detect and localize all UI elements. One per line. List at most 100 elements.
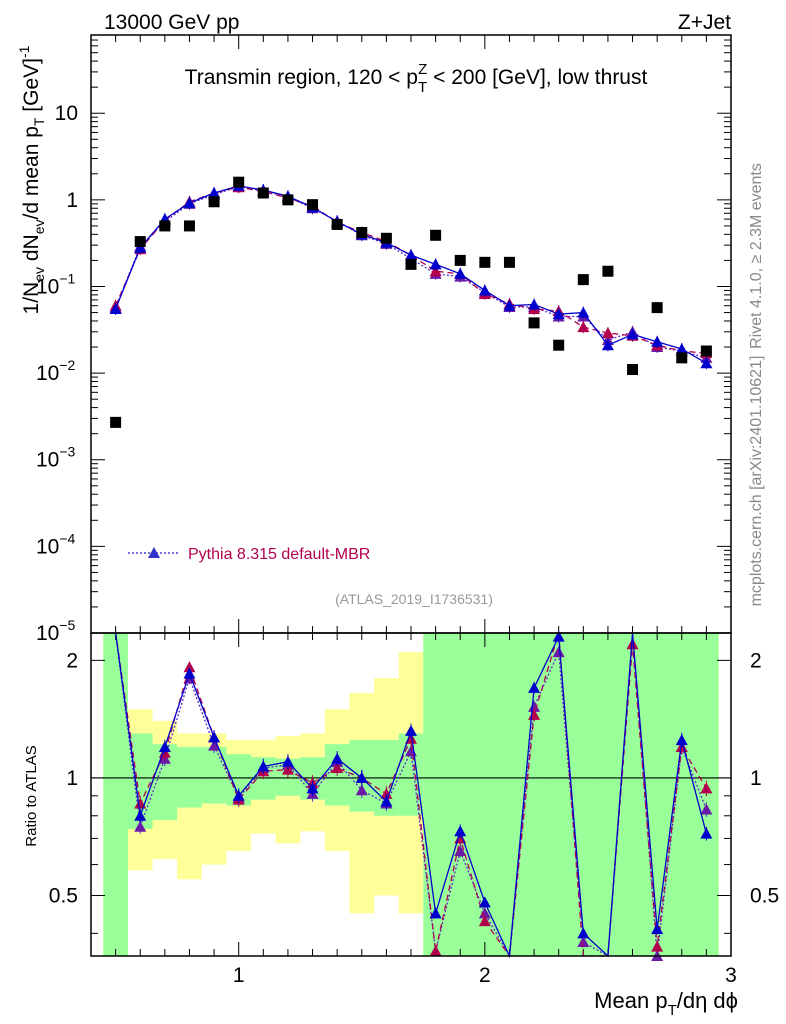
ratio-marker-solid — [134, 809, 147, 821]
main-series-line-dashed — [115, 186, 707, 354]
ratio-axes: 1 2 3 0.5 0.5 1 1 2 2 — [49, 633, 779, 987]
main-marker-solid — [429, 258, 442, 270]
main-marker-dashed — [577, 321, 590, 333]
ratio-y-tick-label-right: 2 — [750, 649, 762, 672]
ratio-marker-dotted — [208, 739, 221, 751]
ratio-marker-solid — [306, 782, 319, 794]
data-point-square — [700, 345, 712, 357]
main-marker-solid — [700, 357, 713, 369]
main-marker-solid — [478, 284, 491, 296]
ratio-marker-solid — [232, 789, 245, 801]
data-point-square — [479, 256, 491, 268]
ratio-y-tick-label-right: 0.5 — [750, 885, 779, 908]
ratio-marker-solid — [552, 630, 565, 642]
main-marker-solid — [134, 241, 147, 253]
main-marker-solid — [601, 339, 614, 351]
main-marker-solid — [109, 302, 122, 314]
mcplots-reference-label: mcplots.cern.ch [arXiv:2401.10621] — [748, 356, 765, 607]
main-marker-solid — [405, 249, 417, 261]
ratio-marker-solid — [380, 795, 393, 807]
green-band-bin — [201, 747, 227, 804]
ratio-y-tick-label-left: 0.5 — [49, 885, 78, 908]
green-band-bin — [447, 633, 473, 956]
main-y-tick-label: 10−1 — [36, 270, 76, 298]
ratio-marker-solid — [675, 734, 688, 746]
main-y-tick-label: 10−4 — [36, 530, 76, 558]
data-point-square — [553, 339, 565, 351]
data-point-square — [676, 352, 688, 364]
rivet-version-label: Rivet 4.1.0, ≥ 2.3M events — [748, 163, 765, 349]
data-point-square — [257, 187, 269, 199]
data-point-square — [159, 220, 171, 232]
green-band-bin — [595, 633, 621, 956]
main-series-line-dotted — [115, 186, 707, 359]
ratio-y-axis-label: Ratio to ATLAS — [23, 745, 40, 846]
ratio-marker-dashed — [380, 787, 393, 799]
x-tick-label: 2 — [479, 964, 491, 987]
ratio-marker-solid — [158, 741, 171, 753]
ratio-marker-dotted — [700, 803, 713, 815]
legend: Pythia 8.315 default-MBR — [128, 546, 370, 563]
green-band-bin — [620, 633, 645, 956]
main-marker-solid — [528, 298, 541, 310]
green-band-bin — [103, 633, 128, 956]
ratio-marker-dashed — [651, 940, 664, 952]
main-marker-solid — [208, 187, 221, 199]
main-series-layer — [109, 176, 713, 428]
ratio-marker-dashed — [700, 782, 713, 794]
ratio-y-tick-label-left: 2 — [66, 649, 78, 672]
x-axis-label: Mean pT/dη dϕ — [594, 988, 738, 1019]
header-process-label: Z+Jet — [678, 11, 731, 34]
ratio-marker-solid — [208, 731, 221, 743]
ratio-marker-dotted — [552, 646, 565, 658]
ratio-marker-solid — [257, 760, 270, 772]
data-point-square — [577, 274, 589, 286]
data-point-square — [307, 199, 319, 211]
data-point-square — [602, 265, 614, 277]
data-point-square — [110, 416, 122, 428]
ratio-plot-frame — [90, 632, 732, 957]
main-marker-dashed — [601, 327, 614, 339]
data-point-square — [208, 196, 220, 208]
main-marker-solid — [626, 328, 639, 340]
main-marker-solid — [552, 308, 565, 320]
ratio-marker-dotted — [577, 936, 590, 948]
main-marker-dashed — [429, 265, 442, 277]
green-band-bin — [546, 633, 571, 956]
ratio-marker-solid — [577, 927, 590, 939]
main-series-line-solid — [115, 185, 707, 364]
data-point-square — [627, 364, 639, 376]
main-y-tick-label: 1 — [66, 189, 78, 212]
ratio-marker-dotted — [454, 844, 467, 856]
data-point-square — [183, 220, 195, 232]
data-point-square — [430, 229, 442, 241]
analysis-id-watermark: (ATLAS_2019_I1736531) — [335, 591, 493, 607]
ratio-y-tick-label-left: 1 — [66, 767, 78, 790]
green-band-bin — [423, 633, 448, 956]
green-band-bin — [571, 633, 596, 956]
main-marker-solid — [675, 342, 688, 354]
main-axes: 10 1 10−1 10−2 10−3 10−4 10−5 — [36, 34, 732, 645]
green-band-bin — [497, 633, 522, 956]
data-point-square — [405, 258, 417, 270]
ratio-uncertainty-bands — [103, 633, 719, 956]
plot-title: Transmin region, 120 < pTZ < 200 [GeV], … — [185, 61, 648, 96]
ratio-marker-solid — [454, 825, 467, 837]
data-point-square — [528, 317, 540, 329]
data-point-square — [651, 302, 663, 314]
data-point-square — [134, 236, 146, 248]
x-tick-label: 1 — [233, 964, 245, 987]
data-point-square — [380, 232, 392, 244]
main-y-axis-label: 1/Nev dNev/d mean pT [GeV]-1 — [16, 45, 47, 314]
ratio-marker-solid — [700, 827, 713, 839]
main-y-tick-label: 10−3 — [36, 444, 76, 472]
ratio-marker-dotted — [134, 820, 147, 832]
main-marker-solid — [503, 299, 516, 311]
ratio-marker-solid — [355, 771, 368, 783]
data-point-square — [356, 226, 368, 238]
green-band-bin — [644, 633, 670, 956]
ratio-y-tick-label-right: 1 — [750, 767, 762, 790]
ratio-marker-dotted — [478, 907, 491, 919]
data-point-square — [282, 194, 294, 206]
